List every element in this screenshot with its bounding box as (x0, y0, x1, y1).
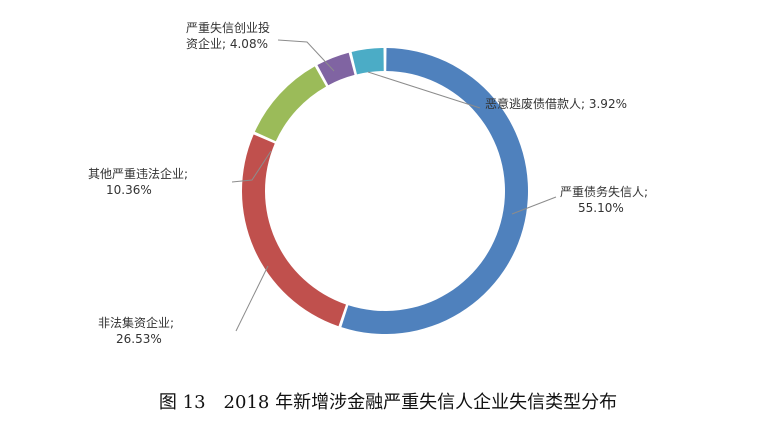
figure-caption: 图 13 2018 年新增涉金融严重失信人企业失信类型分布 (159, 392, 617, 413)
leader-line (231, 150, 272, 183)
slice-label: 恶意逃废债借款人; 3.92% (485, 96, 627, 111)
leader-line (235, 265, 269, 332)
slice-label: 非法集资企业; 26.53% (98, 315, 174, 346)
donut-slice (351, 48, 384, 75)
slice-label-line: 恶意逃废债借款人; 3.92% (485, 96, 627, 111)
slice-label-line: 26.53% (116, 332, 162, 346)
slice-label-line: 资企业; 4.08% (186, 36, 268, 51)
leader-line (367, 71, 481, 109)
leader-line (511, 196, 557, 215)
slice-labels: 严重债务失信人; 55.10% 非法集资企业; 26.53% 其他严重违法企业; 10.3… (88, 20, 648, 346)
donut-slice (254, 66, 327, 142)
donut-slice (317, 52, 355, 86)
slice-label-line: 严重失信创业投 (186, 20, 270, 35)
slice-label-line: 10.36% (106, 183, 152, 197)
donut-slices (242, 48, 528, 334)
slice-label: 严重失信创业投资企业; 4.08% (186, 20, 270, 51)
slice-label-line: 其他严重违法企业; (88, 166, 188, 181)
slice-label-line: 严重债务失信人; (560, 184, 648, 199)
leader-lines (231, 39, 557, 332)
slice-label: 其他严重违法企业; 10.36% (88, 166, 188, 197)
slice-label: 严重债务失信人; 55.10% (560, 184, 648, 215)
slice-label-line: 55.10% (578, 201, 624, 215)
slice-label-line: 非法集资企业; (98, 315, 174, 330)
donut-slice (341, 48, 528, 334)
donut-slice (242, 134, 346, 327)
leader-line (277, 39, 335, 72)
